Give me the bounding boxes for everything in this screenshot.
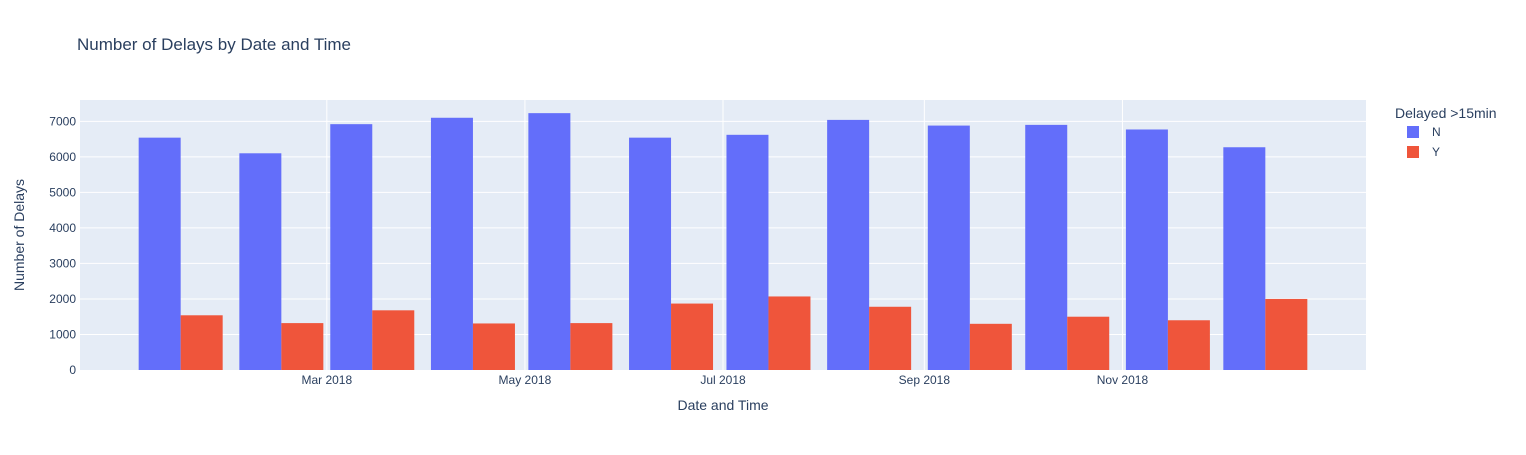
- y-axis-title: Number of Delays: [11, 179, 27, 291]
- y-tick-label: 6000: [49, 150, 76, 164]
- legend-items[interactable]: NY: [1407, 125, 1441, 159]
- y-tick-label: 1000: [49, 327, 76, 341]
- bar-n-2018-11[interactable]: [1125, 129, 1168, 370]
- bar-n-2018-09[interactable]: [927, 125, 970, 370]
- bar-n-2018-05[interactable]: [528, 113, 571, 370]
- y-tick-label: 7000: [49, 114, 76, 128]
- bar-y-2018-06[interactable]: [671, 303, 714, 370]
- legend-swatch: [1407, 126, 1419, 138]
- bar-n-2018-07[interactable]: [726, 134, 769, 370]
- bar-n-2018-12[interactable]: [1223, 147, 1266, 370]
- bar-y-2018-11[interactable]: [1167, 320, 1210, 370]
- chart-title: Number of Delays by Date and Time: [77, 35, 351, 54]
- x-tick-label: Jul 2018: [700, 373, 746, 387]
- bar-y-2018-01[interactable]: [180, 315, 223, 370]
- bar-n-2018-03[interactable]: [330, 124, 373, 370]
- y-tick-label: 3000: [49, 256, 76, 270]
- y-tick-label: 4000: [49, 221, 76, 235]
- legend-label: N: [1432, 125, 1441, 139]
- y-tick-label: 0: [69, 363, 76, 377]
- gridlines: [80, 100, 1366, 370]
- bar-y-2018-04[interactable]: [472, 323, 515, 370]
- legend-label: Y: [1432, 145, 1440, 159]
- bar-y-2018-08[interactable]: [869, 306, 912, 370]
- bar-n-2018-01[interactable]: [138, 137, 181, 370]
- y-tick-label: 2000: [49, 292, 76, 306]
- legend-item-n[interactable]: N: [1407, 125, 1441, 139]
- bar-y-2018-09[interactable]: [969, 323, 1012, 370]
- x-tick-label: Sep 2018: [899, 373, 951, 387]
- legend-item-y[interactable]: Y: [1407, 145, 1440, 159]
- legend-title: Delayed >15min: [1395, 105, 1497, 121]
- x-tick-label: May 2018: [499, 373, 552, 387]
- bar-n-2018-04[interactable]: [430, 117, 473, 371]
- bar-n-2018-10[interactable]: [1025, 124, 1068, 370]
- bar-n-2018-08[interactable]: [827, 119, 870, 370]
- axes: 0 1000 2000 3000 4000 5000 6000 7000 Mar 2018 May…: [49, 114, 1148, 387]
- y-tick-label: 5000: [49, 185, 76, 199]
- bar-y-2018-03[interactable]: [372, 310, 415, 370]
- bars: [138, 113, 1308, 371]
- bar-y-2018-07[interactable]: [768, 296, 811, 370]
- x-axis-title: Date and Time: [677, 397, 768, 413]
- bar-n-2018-06[interactable]: [629, 137, 672, 370]
- legend-swatch: [1407, 146, 1419, 158]
- bar-y-2018-10[interactable]: [1067, 316, 1110, 370]
- bar-n-2018-02[interactable]: [239, 153, 282, 370]
- bar-y-2018-02[interactable]: [281, 323, 324, 370]
- bar-y-2018-12[interactable]: [1265, 298, 1308, 370]
- x-tick-label: Mar 2018: [301, 373, 352, 387]
- legend[interactable]: Delayed >15min NY: [1395, 105, 1497, 159]
- x-tick-label: Nov 2018: [1097, 373, 1149, 387]
- bar-y-2018-05[interactable]: [570, 323, 613, 370]
